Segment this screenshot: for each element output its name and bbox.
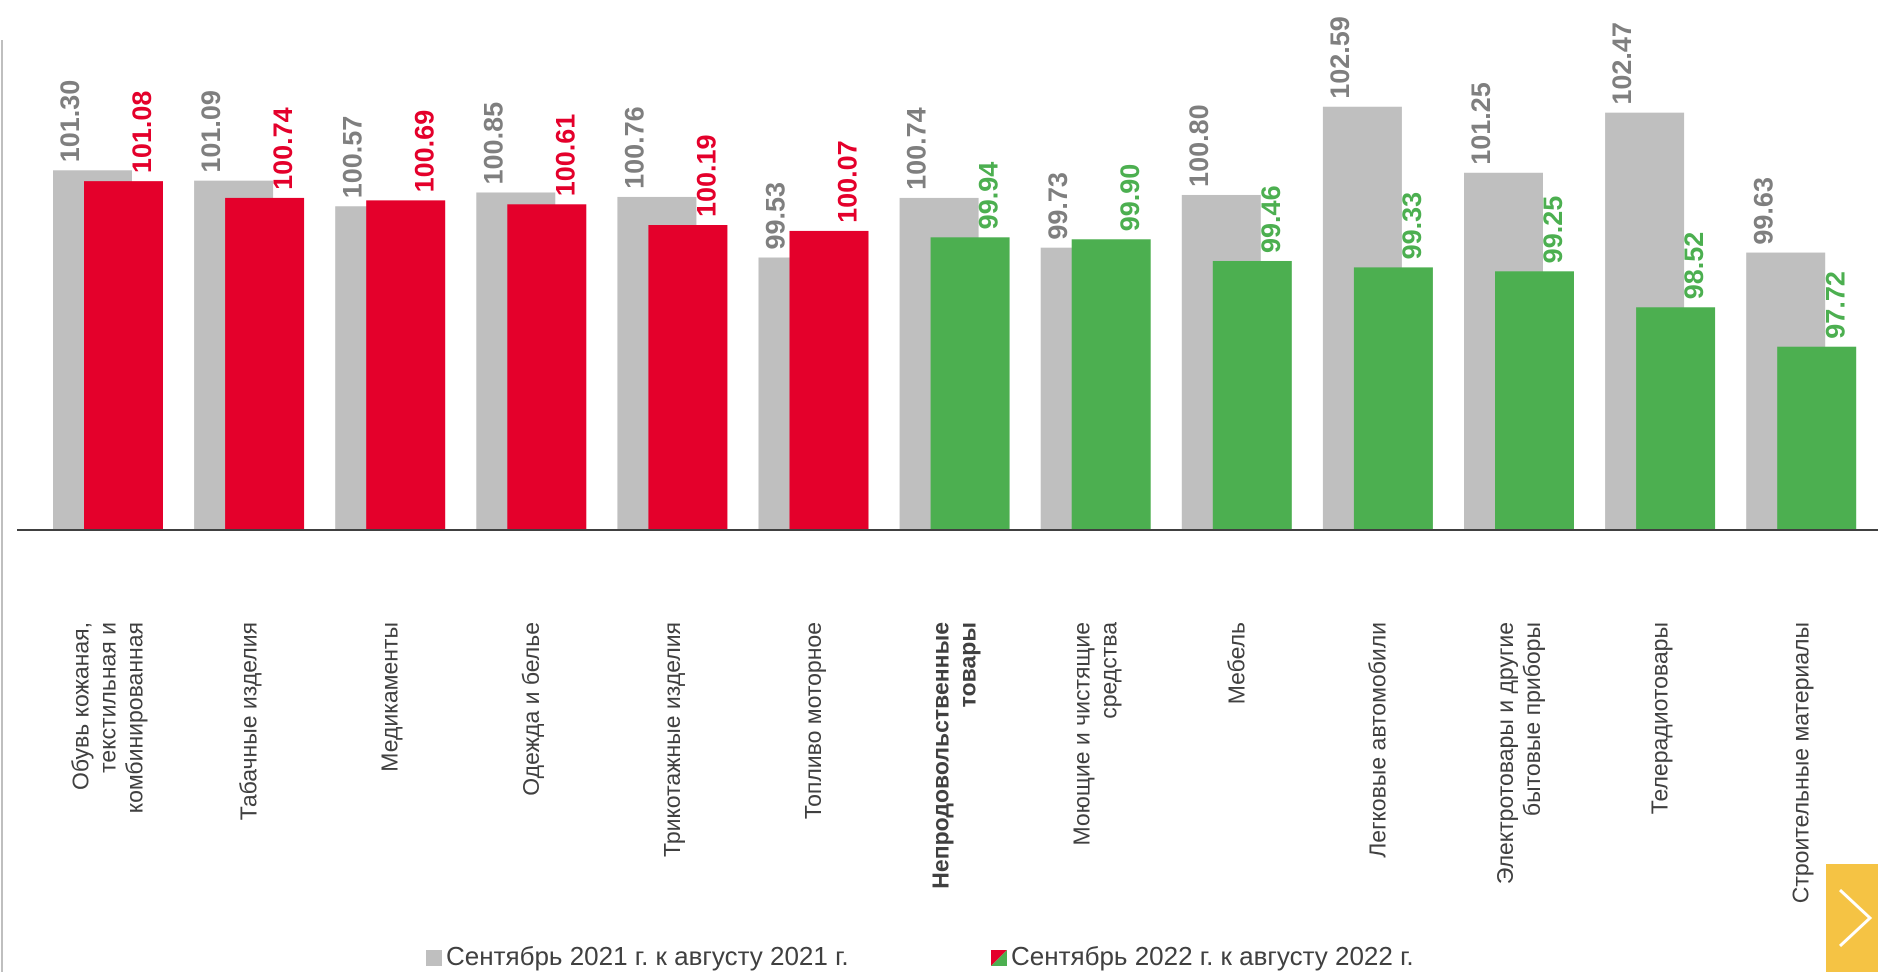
value-label: 100.69	[409, 110, 439, 193]
value-label: 102.47	[1607, 22, 1637, 105]
bar	[84, 181, 163, 530]
x-tick-label: Моющие и чистящиесредства	[1069, 622, 1122, 846]
bar	[1495, 271, 1574, 530]
value-label: 99.73	[1043, 172, 1073, 240]
x-tick-label: Обувь кожаная,текстильная икомбинированн…	[68, 622, 148, 813]
value-label: 101.25	[1466, 82, 1496, 165]
value-label: 100.57	[337, 116, 367, 199]
bar	[507, 204, 586, 530]
legend-swatch	[426, 950, 442, 966]
value-label: 100.80	[1184, 104, 1214, 187]
value-label: 101.30	[55, 80, 85, 163]
x-tick-label: Непродовольственныетовары	[928, 622, 981, 889]
value-label: 101.09	[196, 90, 226, 173]
x-tick-label: Трикотажные изделия	[659, 622, 685, 857]
value-label: 99.46	[1256, 185, 1286, 253]
value-label: 99.90	[1115, 164, 1145, 232]
value-label: 101.08	[127, 91, 157, 174]
value-label: 100.61	[550, 114, 580, 197]
bar	[1636, 307, 1715, 530]
chart: 101.30 101.08 Обувь кожаная,текстильная ик…	[0, 0, 1878, 972]
value-label: 102.59	[1325, 16, 1355, 99]
x-tick-label: Строительные материалы	[1788, 622, 1814, 903]
value-label: 99.53	[761, 182, 791, 250]
bar	[225, 198, 304, 530]
x-tick-label: Топливо моторное	[800, 622, 826, 819]
legend-label: Сентябрь 2022 г. к августу 2022 г.	[1011, 941, 1414, 971]
x-tick-label: Телерадиотовары	[1647, 622, 1673, 814]
value-label: 100.85	[478, 102, 508, 185]
bar	[1213, 261, 1292, 530]
x-tick-label: Мебель	[1223, 622, 1249, 704]
value-label: 100.19	[692, 134, 722, 217]
value-label: 100.74	[268, 107, 298, 190]
x-tick-label: Медикаменты	[377, 622, 403, 772]
value-label: 98.52	[1679, 232, 1709, 300]
bar	[790, 231, 869, 530]
x-tick-label: Электротовары и другиебытовые приборы	[1492, 622, 1545, 884]
x-tick-label: Легковые автомобили	[1364, 622, 1390, 858]
value-label: 99.94	[974, 162, 1004, 230]
bar	[1354, 267, 1433, 530]
value-label: 100.76	[620, 106, 650, 189]
next-button[interactable]	[1826, 864, 1878, 972]
value-label: 100.07	[833, 140, 863, 223]
x-tick-label: Одежда и белье	[518, 622, 544, 796]
page: {"chart_data": {"type": "bar", "categori…	[0, 0, 1878, 972]
bar	[1072, 239, 1151, 530]
value-label: 99.33	[1397, 192, 1427, 260]
value-label: 99.25	[1538, 196, 1568, 264]
value-label: 97.72	[1820, 271, 1850, 339]
bar	[931, 237, 1010, 530]
bar	[648, 225, 727, 530]
value-label: 99.63	[1748, 177, 1778, 245]
legend-label: Сентябрь 2021 г. к августу 2021 г.	[446, 941, 849, 971]
bar	[366, 200, 445, 530]
x-tick-label: Табачные изделия	[236, 622, 262, 820]
bar	[1777, 347, 1856, 530]
value-label: 100.74	[902, 107, 932, 190]
